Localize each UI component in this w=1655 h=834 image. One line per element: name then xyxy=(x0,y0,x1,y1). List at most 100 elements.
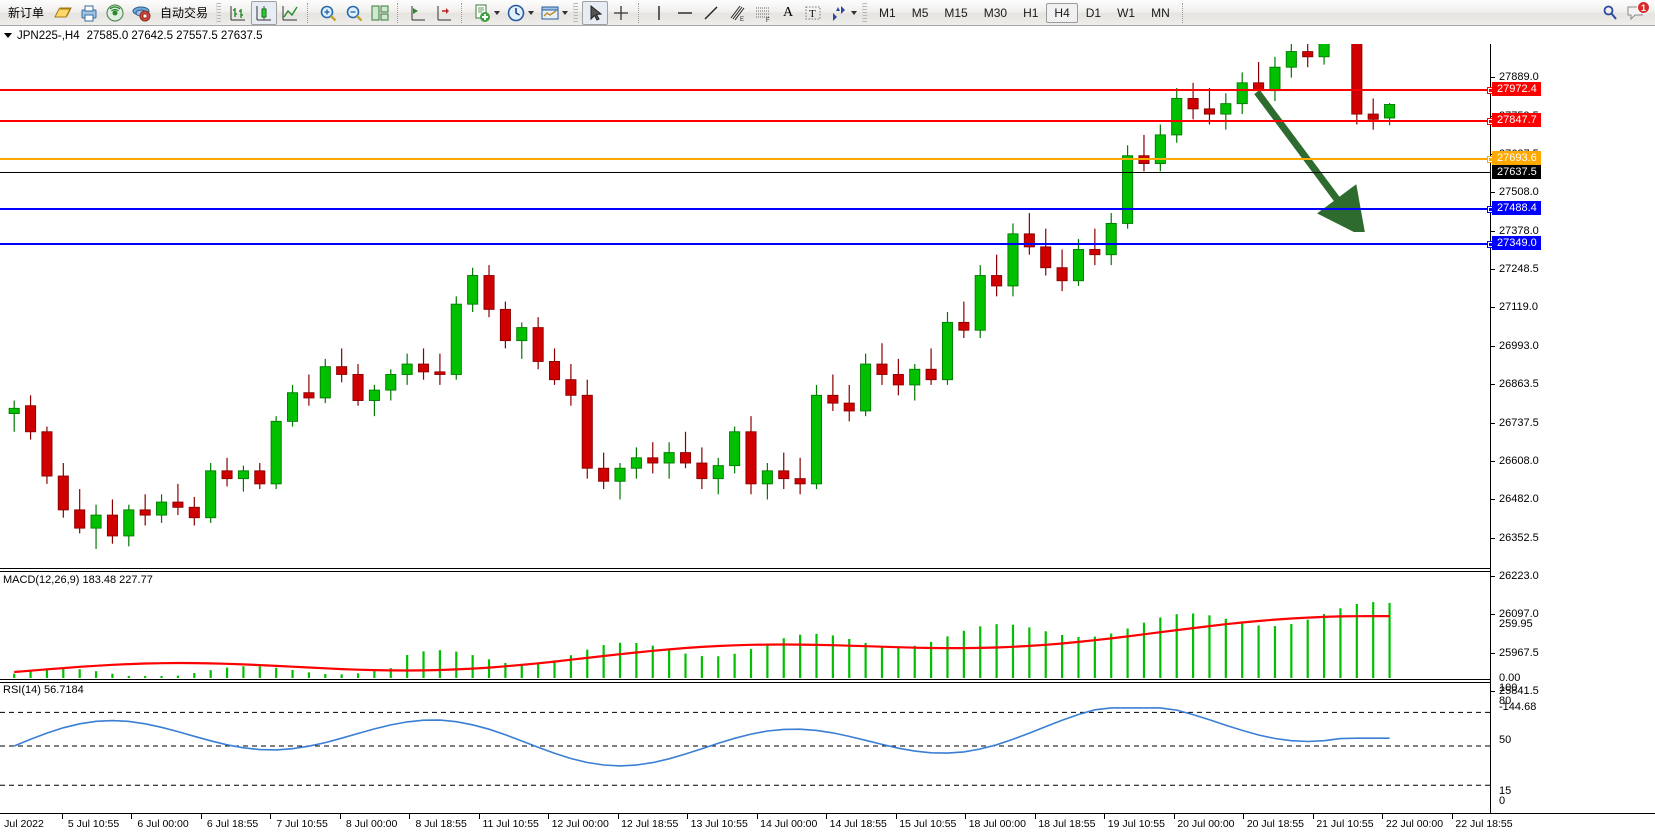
bar-chart-icon[interactable] xyxy=(225,1,251,25)
down-arrow-annotation[interactable] xyxy=(1245,82,1365,232)
time-axis-tick xyxy=(339,814,341,819)
macd-axis-tick-label: 0.00 xyxy=(1499,672,1521,684)
resistance-line-1[interactable] xyxy=(0,87,1494,94)
support-line-2[interactable] xyxy=(0,241,1494,248)
search-icon[interactable] xyxy=(1597,1,1623,25)
period-clock-icon[interactable] xyxy=(503,1,537,25)
rsi-indicator-label[interactable]: RSI(14) 56.7184 xyxy=(3,684,84,696)
price-tag-resistance[interactable]: 27847.7 xyxy=(1492,113,1541,127)
chart-ohlc-label: 27585.0 27642.5 27557.5 27637.5 xyxy=(86,29,263,42)
macd-series xyxy=(13,602,1391,678)
price-axis-tick xyxy=(1491,230,1495,232)
toolbar-separator-2 xyxy=(397,2,401,23)
timeframe-h4[interactable]: H4 xyxy=(1046,2,1078,23)
price-axis-tick xyxy=(1491,460,1495,462)
time-axis-tick-label: 8 Jul 18:55 xyxy=(415,818,467,830)
time-axis-tick-label: 12 Jul 00:00 xyxy=(551,818,609,830)
timeframe-h1[interactable]: H1 xyxy=(1023,5,1039,20)
candlestick-series xyxy=(8,44,1396,549)
time-axis-tick-label: Jul 2022 xyxy=(4,818,44,830)
time-axis-tick xyxy=(61,814,63,819)
trendline-icon[interactable] xyxy=(698,1,724,25)
resistance-line-2[interactable] xyxy=(0,118,1494,125)
macd-axis-tick-label: -144.68 xyxy=(1499,701,1537,713)
price-axis-tick xyxy=(1491,537,1495,539)
chevron-down-icon[interactable] xyxy=(528,10,535,15)
time-axis-tick xyxy=(270,814,272,819)
vertical-line-icon[interactable] xyxy=(646,1,672,25)
broadcast-icon[interactable] xyxy=(102,1,128,25)
time-axis-tick-label: 7 Jul 10:55 xyxy=(276,818,328,830)
zoom-out-icon[interactable] xyxy=(341,1,367,25)
time-axis-tick-label: 14 Jul 00:00 xyxy=(760,818,818,830)
expert-advisor-icon[interactable] xyxy=(128,1,154,25)
printer-icon[interactable] xyxy=(76,1,102,25)
timeframe-m30[interactable]: M30 xyxy=(983,5,1008,20)
time-axis-tick xyxy=(895,814,897,819)
fibonacci-icon[interactable]: F xyxy=(750,1,776,25)
toolbar-separator-5 xyxy=(1181,2,1186,23)
crosshair-icon[interactable] xyxy=(608,1,634,25)
chart-body[interactable]: MACD(12,26,9) 183.48 227.77 RSI(14) 56.7… xyxy=(0,44,1655,834)
notification-badge: 1 xyxy=(1637,0,1650,14)
rsi-axis-tick-label: 80 xyxy=(1499,695,1512,707)
price-tag-resistance[interactable]: 27972.4 xyxy=(1492,82,1541,96)
timeframe-m15[interactable]: M15 xyxy=(944,5,968,20)
chart-autoscroll-icon[interactable] xyxy=(431,1,457,25)
time-axis-tick-label: 21 Jul 10:55 xyxy=(1316,818,1374,830)
last-price-line xyxy=(0,172,1490,173)
price-axis[interactable]: 28015.027889.027759.527637.527508.027378… xyxy=(1490,44,1655,813)
price-axis-tick-label: 27248.5 xyxy=(1499,263,1539,276)
timeframe-w1[interactable]: W1 xyxy=(1117,5,1136,20)
data-window-icon[interactable] xyxy=(367,1,393,25)
rsi-axis-tick-label: 0 xyxy=(1499,795,1506,807)
timeframe-d1[interactable]: D1 xyxy=(1085,5,1102,20)
timeframe-m1[interactable]: M1 xyxy=(879,5,896,20)
templates-icon[interactable] xyxy=(537,1,571,25)
time-axis-tick xyxy=(1312,814,1314,819)
price-axis-tick-label: 26097.0 xyxy=(1499,608,1539,621)
cursor-icon[interactable] xyxy=(582,0,609,25)
time-axis-tick xyxy=(478,814,480,819)
price-axis-tick-label: 27378.0 xyxy=(1499,224,1539,237)
time-axis-tick xyxy=(548,814,550,819)
folder-icon[interactable] xyxy=(50,1,76,25)
time-axis[interactable]: Jul 2022 5 Jul 10:55 6 Jul 00:00 6 Jul 18:5… xyxy=(0,813,1655,834)
time-axis-tick xyxy=(1452,814,1453,819)
toolbar-grip-3[interactable] xyxy=(862,2,868,23)
chart-shift-icon[interactable] xyxy=(405,1,431,25)
chart-collapse-icon[interactable] xyxy=(4,33,12,38)
price-plot[interactable] xyxy=(0,44,1490,813)
time-axis-tick-label: 18 Jul 18:55 xyxy=(1038,818,1096,830)
chevron-down-icon[interactable] xyxy=(562,10,569,15)
text-icon[interactable]: A xyxy=(782,4,794,20)
timeframe-m5[interactable]: M5 xyxy=(911,5,929,20)
chevron-down-icon[interactable] xyxy=(851,10,858,15)
pivot-line[interactable] xyxy=(0,156,1494,163)
price-tag-pivot[interactable]: 27693.6 xyxy=(1492,151,1541,165)
price-tag-support[interactable]: 27488.4 xyxy=(1492,201,1541,215)
support-line-1[interactable] xyxy=(0,206,1494,213)
price-axis-tick-label: 26352.5 xyxy=(1499,531,1539,544)
line-chart-icon[interactable] xyxy=(277,1,303,25)
text-label-icon[interactable]: T xyxy=(800,1,826,25)
arrows-icon[interactable] xyxy=(826,1,860,25)
price-axis-tick xyxy=(1491,575,1495,577)
toolbar-grip-2[interactable] xyxy=(573,2,579,23)
chevron-down-icon[interactable] xyxy=(494,10,501,15)
candlestick-chart-icon[interactable] xyxy=(251,0,278,25)
timeframe-mn[interactable]: MN xyxy=(1151,5,1170,20)
zoom-in-icon[interactable] xyxy=(315,1,341,25)
equidistant-channel-icon[interactable]: E xyxy=(724,1,750,25)
notifications-icon[interactable]: 1 xyxy=(1623,0,1650,25)
toolbar-grip-1[interactable] xyxy=(216,2,222,23)
price-axis-tick-label: 26223.0 xyxy=(1499,569,1539,582)
auto-trading-button[interactable]: 自动交易 xyxy=(154,1,214,25)
add-indicator-button[interactable] xyxy=(469,1,503,25)
new-order-button[interactable]: 新订单 xyxy=(2,1,50,25)
price-tag-last-price[interactable]: 27637.5 xyxy=(1492,165,1541,179)
price-axis-tick xyxy=(1491,345,1495,347)
horizontal-line-icon[interactable] xyxy=(672,1,698,25)
macd-indicator-label[interactable]: MACD(12,26,9) 183.48 227.77 xyxy=(3,574,153,586)
price-tag-support[interactable]: 27349.0 xyxy=(1492,236,1541,250)
